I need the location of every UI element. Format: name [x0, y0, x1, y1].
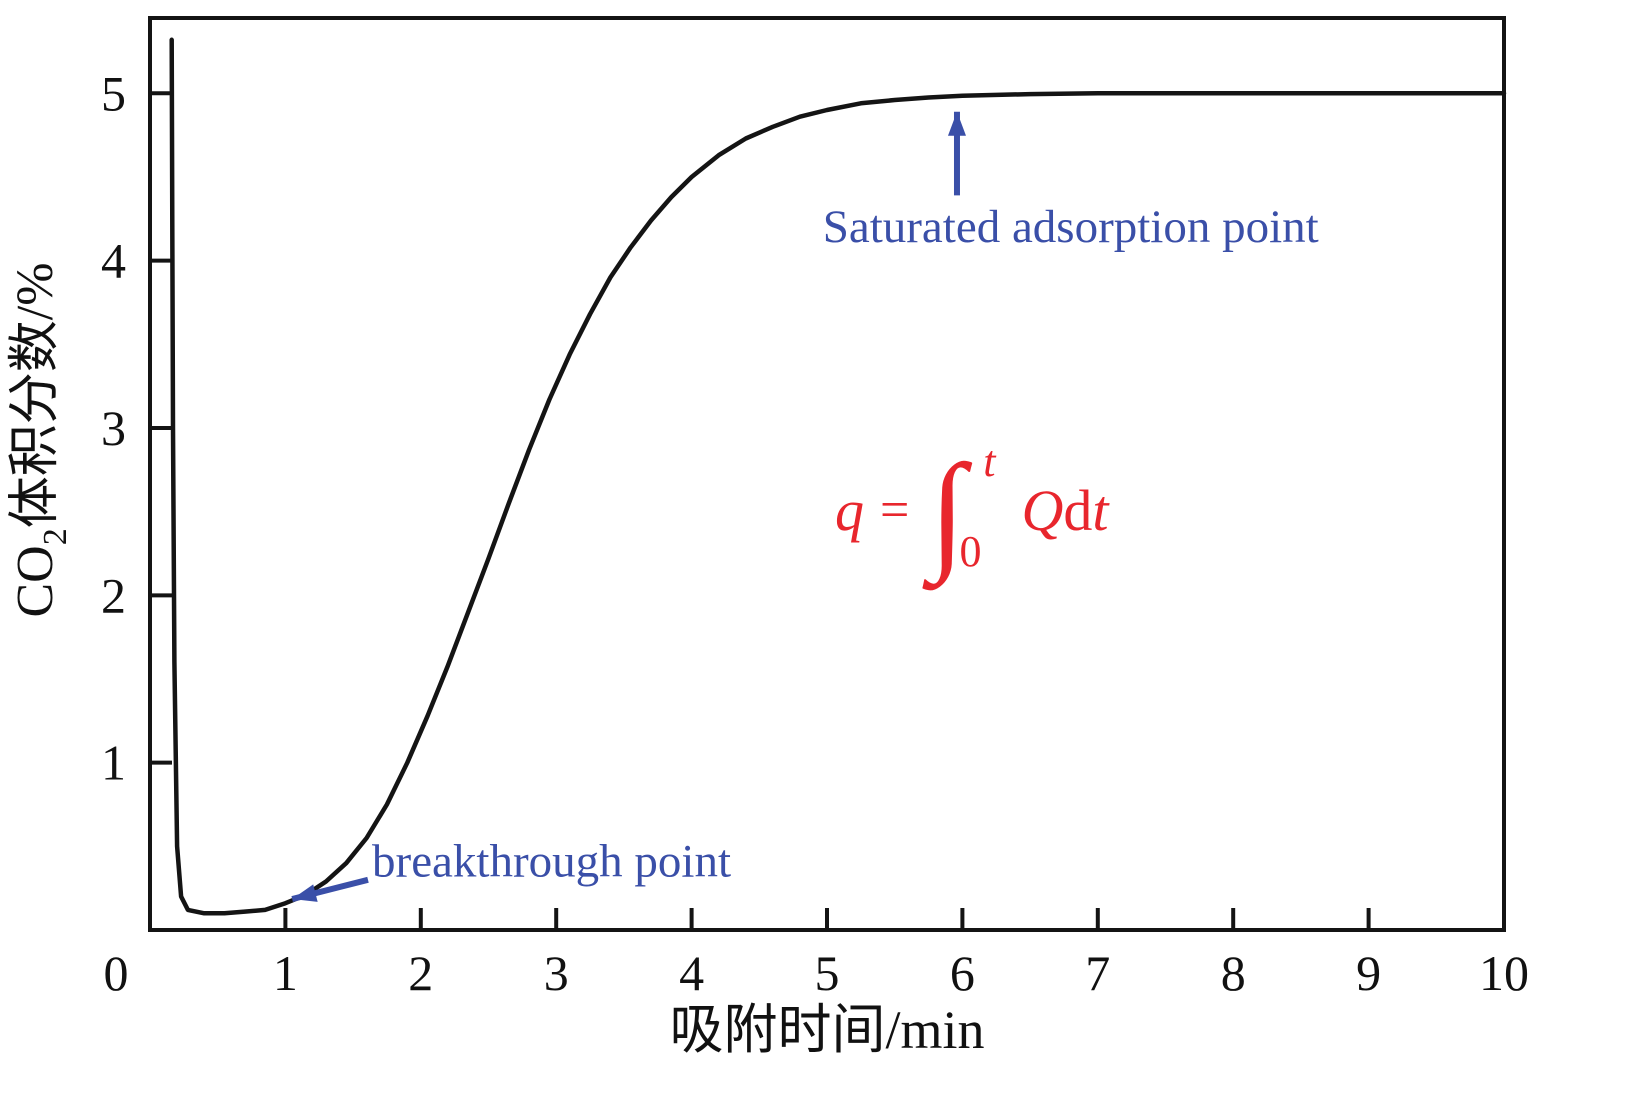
integral-symbol: ∫ t 0: [929, 437, 995, 584]
annotation-breakthrough-arrow-head: [292, 884, 318, 902]
breakthrough-curve: [169, 37, 1507, 916]
formula-t: t: [1092, 478, 1109, 544]
formula-q: q: [835, 478, 864, 544]
x-tick-label: 5: [815, 945, 840, 1001]
x-tick-label: 0: [104, 945, 129, 1001]
formula-integrand: Qdt: [1022, 477, 1109, 544]
y-tick-label: 5: [101, 65, 126, 121]
x-tick-label: 2: [408, 945, 433, 1001]
annotation-saturated-text: Saturated adsorption point: [823, 201, 1319, 253]
y-axis-label: CO2体积分数/%: [7, 262, 74, 617]
annotation-saturated-arrow-head: [947, 111, 966, 136]
x-tick-label: 3: [544, 945, 569, 1001]
integral-sign: ∫: [929, 437, 966, 584]
x-tick-label: 1: [273, 945, 298, 1001]
x-tick-label: 9: [1356, 945, 1381, 1001]
y-tick-label: 1: [101, 735, 126, 791]
integral-formula: q = ∫ t 0 Qdt: [835, 437, 1109, 584]
x-axis-label: 吸附时间/min: [669, 1000, 984, 1060]
x-tick-label: 6: [950, 945, 975, 1001]
y-tick-label: 2: [101, 567, 126, 623]
x-tick-label: 4: [679, 945, 704, 1001]
y-tick-label: 4: [101, 233, 126, 289]
formula-d: d: [1063, 478, 1093, 544]
formula-equals: =: [880, 482, 910, 540]
x-tick-label: 10: [1479, 945, 1529, 1001]
plot-border: [148, 16, 1506, 932]
annotation-breakthrough-text: breakthrough point: [372, 835, 731, 887]
integral-upper-limit: t: [983, 437, 996, 486]
formula-Q: Q: [1021, 478, 1064, 544]
x-tick-label: 8: [1221, 945, 1246, 1001]
x-tick-label: 7: [1085, 945, 1110, 1001]
integral-lower-limit: 0: [959, 527, 982, 577]
y-tick-label: 3: [101, 400, 126, 456]
